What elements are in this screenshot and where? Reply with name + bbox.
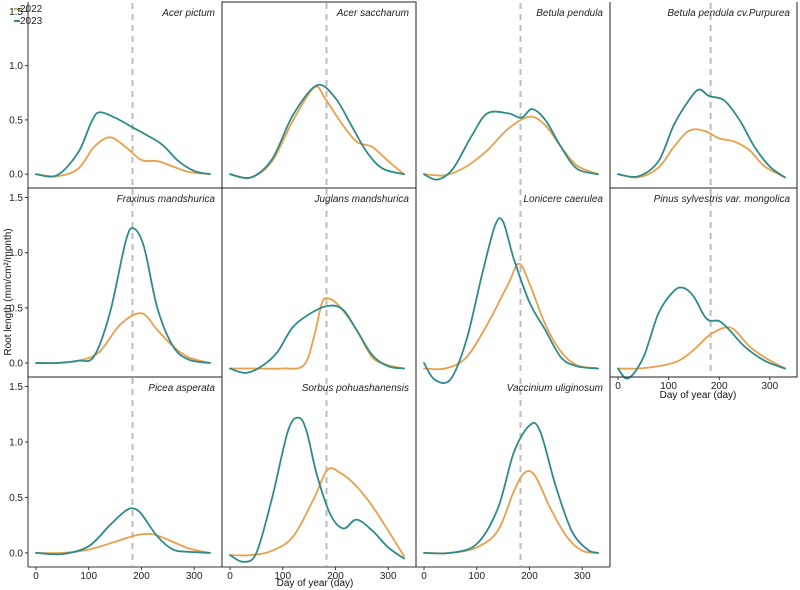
- panel-title: Lonicere caerulea: [524, 194, 604, 205]
- y-tick-label: 0.0: [9, 170, 23, 181]
- panel-4: Betula pendula cv.Purpurea: [617, 2, 798, 188]
- series-line-2022: [423, 262, 599, 371]
- x-axis-label-right: Day of year (day): [660, 390, 737, 401]
- panel-2: Acer saccharum: [221, 1, 417, 189]
- y-tick-label: 0.5: [9, 303, 23, 314]
- x-tick-label: 300: [574, 571, 591, 582]
- series-line-2023: [617, 286, 786, 380]
- series-line-2022: [617, 128, 786, 179]
- x-axis-label-bottom: Day of year (day): [277, 578, 354, 589]
- y-tick-label: 0.5: [9, 115, 23, 126]
- panel-11: Vaccinium uliginosum 0 100 200 300: [416, 377, 611, 582]
- series-line-2023: [229, 416, 405, 563]
- y-axis-label: Root length (mm/cm²/month): [3, 228, 14, 355]
- series-line-2023: [229, 304, 405, 374]
- panel-title: Fraxinus mandshurica: [117, 194, 216, 205]
- x-tick-label: 100: [274, 571, 291, 582]
- panel-title: Betula pendula cv.Purpurea: [667, 8, 790, 19]
- panel-title: Betula pendula: [536, 8, 603, 19]
- x-tick-label: 200: [133, 571, 150, 582]
- panel-title: Picea asperata: [148, 383, 215, 394]
- panel-title: Vaccinium uliginosum: [507, 383, 603, 394]
- series-line-2023: [229, 83, 405, 179]
- panel-5: Fraxinus mandshurica 0.0 0.5 1.0 1.5: [9, 187, 223, 378]
- series-line-2022: [229, 297, 405, 370]
- y-tick-label: 1.0: [9, 438, 23, 449]
- series-line-2022: [423, 115, 599, 177]
- x-tick-label: 100: [468, 571, 485, 582]
- y-tick-label: 0.0: [9, 548, 23, 559]
- y-tick-label: 1.0: [9, 61, 23, 72]
- legend: 2022 2023: [14, 4, 43, 27]
- series-line-2023: [423, 217, 599, 384]
- panel-title: Pinus sylvestris var. mongolica: [654, 194, 791, 205]
- x-tick-label: 200: [327, 571, 344, 582]
- series-line-2022: [229, 467, 405, 558]
- y-tick-label: 1.0: [9, 248, 23, 259]
- x-tick-label: 0: [227, 571, 233, 582]
- x-tick-label: 0: [33, 571, 39, 582]
- x-tick-label: 200: [521, 571, 538, 582]
- series-line-2023: [617, 88, 786, 179]
- y-tick-label: 1.5: [9, 193, 23, 204]
- series-line-2023: [423, 421, 599, 555]
- x-tick-label: 100: [660, 381, 677, 392]
- panel-title: Acer saccharum: [336, 8, 409, 19]
- panel-6: Juglans mandshurica: [229, 188, 417, 377]
- panel-title: Juglans mandshurica: [314, 194, 410, 205]
- x-tick-label: 300: [761, 381, 778, 392]
- panel-title: Acer pictum: [161, 8, 215, 19]
- series-line-2023: [35, 111, 211, 178]
- panels: Acer pictum 0.0 0.5 1.0 1.5 Acer saccharum Bet…: [9, 1, 798, 582]
- panel-frame: [609, 187, 798, 378]
- panel-9: Picea asperata 0.0 0.5 1.0 1.5 0 100 200 300: [9, 377, 223, 582]
- x-tick-label: 300: [380, 571, 397, 582]
- legend-label-2023: 2023: [20, 16, 43, 27]
- series-line-2022: [423, 470, 599, 555]
- y-tick-label: 0.0: [9, 358, 23, 369]
- y-tick-label: 1.5: [9, 382, 23, 393]
- panel-3: Betula pendula: [423, 2, 611, 188]
- series-line-2022: [35, 532, 211, 555]
- series-line-2023: [35, 227, 211, 365]
- panel-10: Sorbus pohuashanensis 0 100 200 300: [222, 377, 417, 582]
- series-line-2023: [35, 507, 211, 556]
- x-tick-label: 200: [711, 381, 728, 392]
- y-tick-label: 1.5: [9, 7, 23, 18]
- legend-label-2022: 2022: [20, 4, 43, 15]
- series-line-2022: [35, 136, 211, 178]
- x-tick-label: 0: [421, 571, 427, 582]
- x-tick-label: 100: [80, 571, 97, 582]
- x-tick-label: 300: [186, 571, 203, 582]
- x-tick-label: 0: [615, 381, 621, 392]
- panel-1: Acer pictum 0.0 0.5 1.0 1.5: [9, 2, 223, 188]
- series-line-2022: [35, 312, 211, 365]
- series-line-2023: [423, 108, 599, 181]
- panel-frame: [221, 1, 417, 189]
- panel-8: Pinus sylvestris var. mongolica 0 100 200 30…: [609, 187, 798, 392]
- series-line-2022: [617, 326, 786, 370]
- panel-frame: [27, 187, 223, 378]
- y-tick-label: 0.5: [9, 493, 23, 504]
- panel-7: Lonicere caerulea: [423, 188, 611, 384]
- panel-title: Sorbus pohuashanensis: [302, 383, 409, 394]
